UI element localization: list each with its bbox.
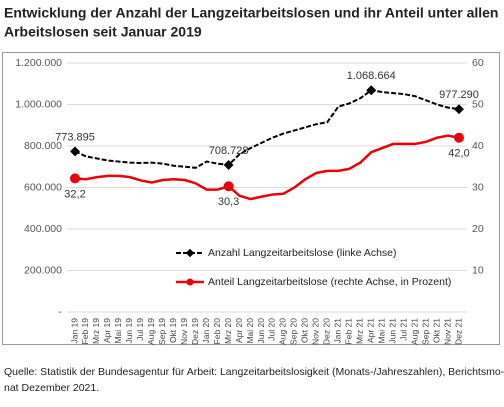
y-tick-label: 1.200.000: [15, 57, 62, 69]
series-line: [74, 134, 460, 201]
x-tick-label: Okt 20: [300, 318, 310, 343]
x-tick-label: Jun 19: [124, 318, 134, 344]
x-tick-label: Feb 21: [344, 318, 354, 345]
x-tick-label: Nov 20: [311, 318, 321, 345]
y2-tick-label: 20: [472, 223, 484, 235]
data-label: 42,0: [448, 148, 469, 160]
y-tick-label: 200.000: [24, 264, 62, 276]
y2-tick-label: 30: [472, 181, 484, 193]
x-tick-label: Sep 21: [420, 318, 430, 345]
x-tick-label: Aug 20: [278, 318, 288, 345]
x-tick-label: Jun 20: [256, 318, 266, 344]
legend-label: Anteil Langzeitarbeitslose (rechte Achse…: [208, 276, 451, 288]
x-tick-label: Aug 19: [146, 318, 156, 345]
source-note: nat Dezember 2021.: [4, 382, 99, 394]
x-tick-label: Mai 21: [376, 318, 386, 344]
x-tick-label: Mrz 21: [355, 318, 365, 344]
data-label: 30,3: [218, 196, 239, 208]
x-tick-label: Sep 20: [289, 318, 299, 345]
x-tick-label: Dez 21: [453, 318, 463, 345]
data-label: 1.068.664: [347, 70, 396, 82]
y2-tick-label: 10: [472, 264, 484, 276]
data-point: [454, 132, 464, 143]
x-tick-label: Apr 21: [365, 318, 375, 343]
x-tick-label: Jan 21: [333, 318, 343, 344]
data-point: [223, 159, 234, 170]
data-label: 32,2: [64, 188, 85, 200]
data-label: 773.895: [55, 131, 95, 143]
y2-tick-label: 50: [472, 98, 484, 110]
data-point: [223, 181, 234, 192]
x-tick-label: Jun 21: [387, 318, 397, 344]
x-tick-label: Sep 19: [157, 318, 167, 345]
x-tick-label: Aug 21: [409, 318, 419, 345]
x-tick-label: Okt 19: [168, 318, 178, 343]
legend-marker: [186, 278, 194, 286]
x-tick-label: Nov 19: [179, 318, 189, 345]
data-point: [454, 104, 464, 115]
x-tick-label: Apr 19: [102, 318, 112, 343]
y-tick-label: -: [59, 306, 63, 318]
y-tick-label: 400.000: [24, 223, 62, 235]
data-label: 708.728: [209, 145, 249, 157]
x-tick-label: Jan 20: [201, 318, 211, 344]
y-tick-label: 800.000: [24, 140, 62, 152]
x-tick-label: Jul 20: [267, 318, 277, 341]
x-tick-label: Apr 20: [234, 318, 244, 343]
x-tick-label: Okt 21: [431, 318, 441, 343]
legend-marker: [185, 248, 195, 258]
y2-tick-label: 40: [472, 140, 484, 152]
x-tick-label: Dez 19: [190, 318, 200, 345]
data-point: [70, 146, 80, 157]
y2-tick-label: 60: [472, 57, 484, 69]
x-tick-label: Mai 20: [245, 318, 255, 344]
data-label: 977.290: [439, 89, 479, 101]
x-tick-label: Mrz 20: [223, 318, 233, 344]
legend-label: Anzahl Langzeitarbeitslose (linke Achse): [208, 247, 397, 259]
x-tick-label: Jan 19: [69, 318, 79, 344]
data-point: [70, 173, 80, 184]
x-tick-label: Dez 20: [322, 318, 332, 345]
x-tick-label: Mai 19: [113, 318, 123, 344]
x-tick-label: Jul 19: [135, 318, 145, 341]
x-tick-label: Mrz 19: [91, 318, 101, 344]
x-tick-label: Feb 20: [212, 318, 222, 345]
y-tick-label: 600.000: [24, 181, 62, 193]
x-tick-label: Nov 21: [442, 318, 452, 345]
x-tick-label: Jul 21: [398, 318, 408, 341]
chart-title: Entwicklung der Anzahl der Langzeitarbei…: [4, 5, 498, 21]
series-line: [74, 89, 460, 169]
chart-frame: [2, 52, 500, 345]
x-tick-label: Feb 19: [80, 318, 90, 345]
source-note: Quelle: Statistik der Bundesagentur für …: [4, 366, 504, 378]
y-tick-label: 1.000.000: [15, 98, 62, 110]
chart-title: Arbeitslosen seit Januar 2019: [4, 24, 202, 40]
